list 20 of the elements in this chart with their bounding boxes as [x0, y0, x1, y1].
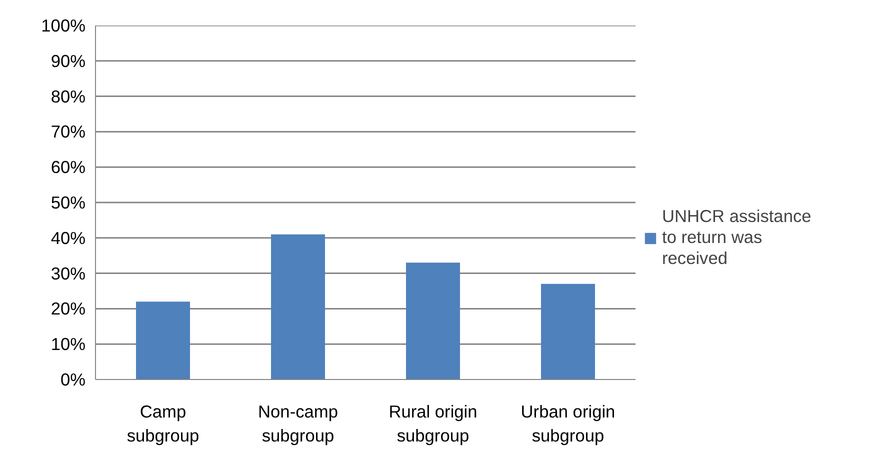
y-tick-label: 10%: [50, 334, 86, 354]
y-tick-label: 60%: [50, 157, 86, 178]
y-tick-label: 0%: [60, 370, 86, 390]
y-tick-label: 70%: [50, 122, 86, 142]
bar: [541, 284, 595, 380]
x-tick-label: Urban origin subgroup: [520, 402, 616, 446]
bar: [136, 302, 190, 380]
y-tick-label: 100%: [41, 16, 86, 36]
x-tick-label: Non-camp subgroup: [258, 402, 338, 446]
y-tick-label: 40%: [50, 228, 86, 248]
x-tick-label: Rural origin subgroup: [388, 402, 478, 446]
bar: [271, 234, 325, 380]
y-tick-label: 50%: [50, 192, 86, 212]
y-tick-label: 90%: [50, 50, 86, 71]
bar: [406, 262, 460, 380]
x-tick-label: Camp subgroup: [126, 402, 200, 446]
y-tick-label: 30%: [50, 263, 86, 284]
y-tick-label: 80%: [50, 86, 86, 106]
y-tick-label: 20%: [50, 298, 86, 319]
legend-label: UNHCR assistance to return was received: [662, 206, 812, 269]
